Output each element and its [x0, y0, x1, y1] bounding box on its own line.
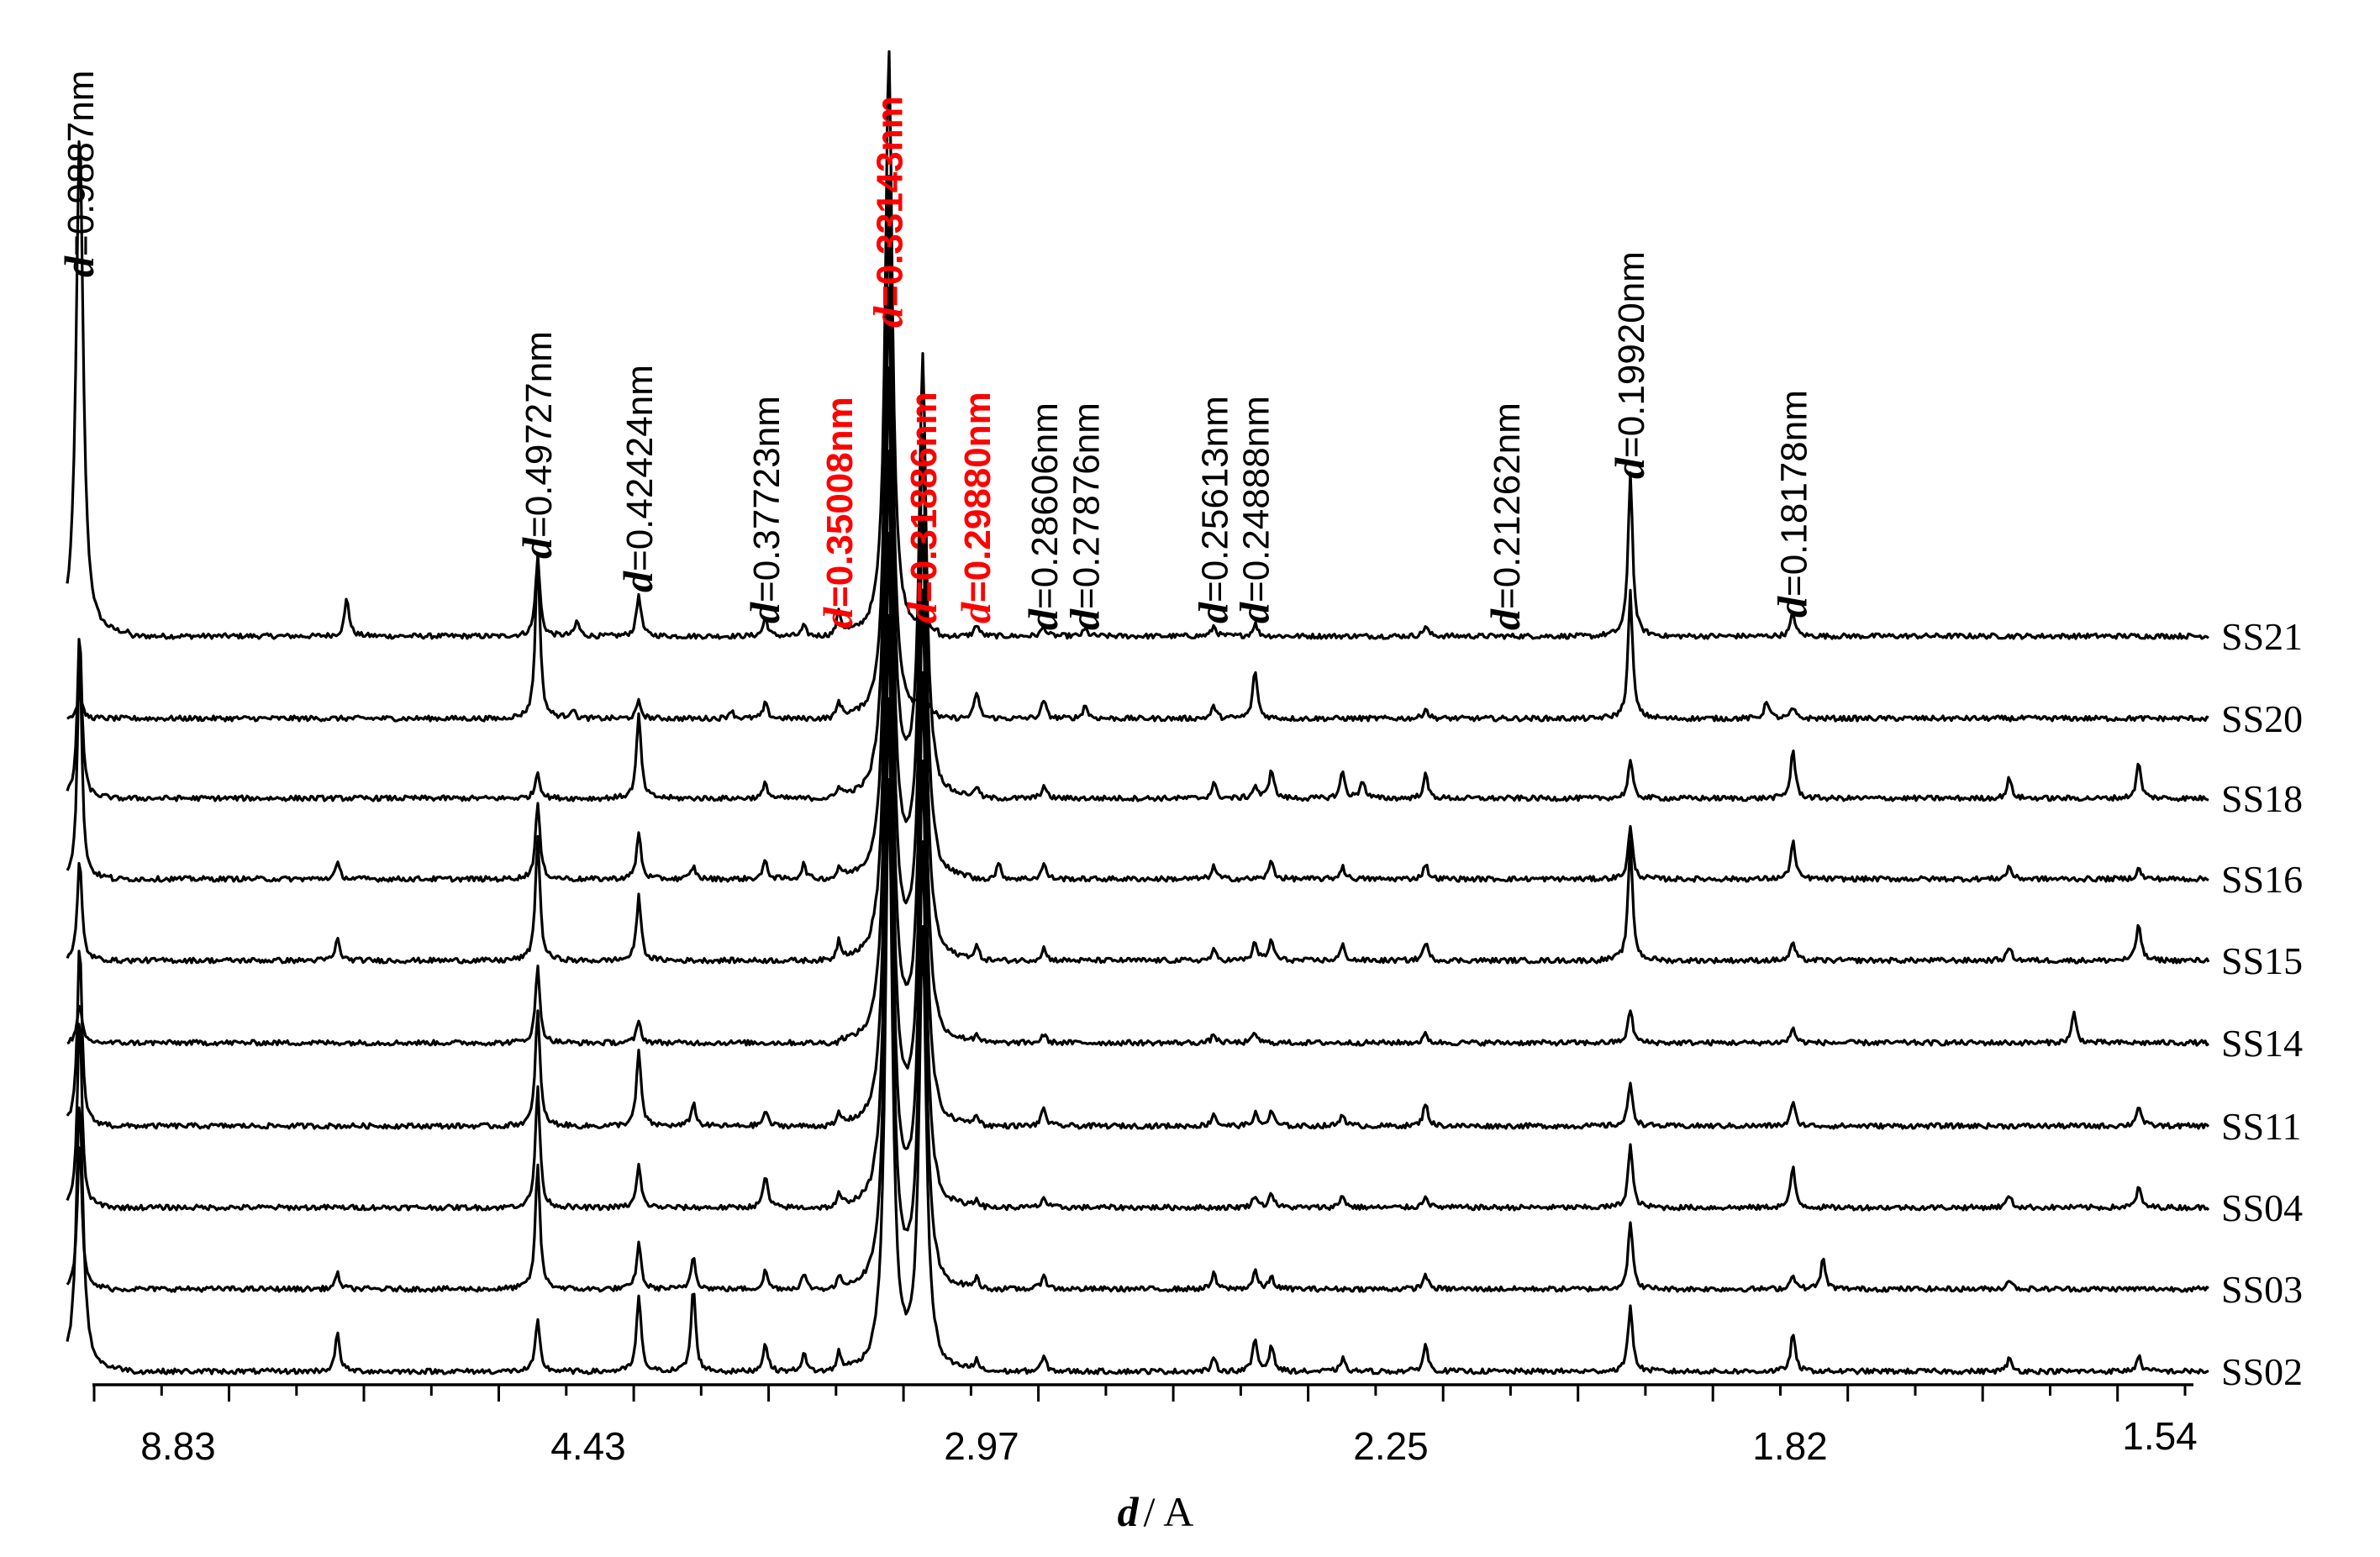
trace-ss11 — [66, 531, 2210, 1130]
x-ticks — [92, 1385, 2187, 1402]
sample-label-ss18: SS18 — [2221, 777, 2303, 820]
sample-label-ss11: SS11 — [2221, 1105, 2301, 1148]
x-tick-label-3: 2.25 — [1353, 1424, 1429, 1468]
peak-label-14: d=0.18178nm — [1769, 390, 1816, 618]
trace-ss15 — [66, 366, 2210, 965]
trace-ss16 — [66, 287, 2209, 883]
peak-label-4: d=0.35008nm — [814, 397, 861, 629]
trace-ss04 — [66, 613, 2210, 1212]
peak-label-8: d=0.28606nm — [1019, 402, 1066, 630]
x-tick-label-2: 2.97 — [944, 1424, 1019, 1468]
x-axis-label: d / A — [1118, 1488, 1194, 1535]
peak-label-10: d=0.25613nm — [1189, 396, 1236, 623]
trace-ss20 — [66, 175, 2209, 723]
trace-ss14 — [66, 450, 2210, 1047]
trace-group — [66, 50, 2210, 1376]
peak-label-3: d=0.37723nm — [741, 396, 788, 623]
trace-ss03 — [66, 697, 2209, 1293]
sample-label-ss20: SS20 — [2221, 697, 2303, 740]
peak-label-5: d=0.33143nm — [865, 96, 912, 328]
x-tick-label-5: 1.54 — [2122, 1414, 2198, 1458]
sample-label-ss21: SS21 — [2221, 615, 2303, 658]
peak-label-12: d=0.21262nm — [1482, 402, 1529, 630]
trace-ss02 — [66, 778, 2209, 1376]
sample-label-ss02: SS02 — [2221, 1350, 2303, 1393]
sample-label-ss04: SS04 — [2221, 1186, 2303, 1229]
peak-label-2: d=0.42424nm — [614, 365, 661, 592]
sample-label-ss14: SS14 — [2221, 1022, 2303, 1065]
sample-label-ss16: SS16 — [2221, 858, 2303, 901]
peak-label-11: d=0.24888nm — [1231, 396, 1278, 623]
sample-label-group: SS21 SS20 SS18 SS16 SS15 SS14 SS11 SS04 SS03 SS02 — [2221, 615, 2303, 1393]
peak-label-9: d=0.27876nm — [1061, 402, 1108, 630]
sample-label-ss15: SS15 — [2221, 939, 2303, 982]
trace-ss21 — [66, 50, 2209, 640]
peak-label-1: d=0.49727nm — [513, 331, 561, 559]
peak-label-13: d=0.19920nm — [1606, 251, 1653, 479]
x-axis: 8.83 4.43 2.97 2.25 1.82 1.54 — [92, 1383, 2198, 1468]
peak-label-0: d=0.9887nm — [55, 71, 103, 277]
x-tick-label-0: 8.83 — [140, 1424, 216, 1468]
trace-ss18 — [66, 203, 2209, 802]
sample-label-ss03: SS03 — [2221, 1268, 2303, 1311]
peak-label-group: d=0.9887nm d=0.49727nm d=0.42424nm d=0.3772… — [55, 71, 1816, 630]
peak-label-7: d=0.29880nm — [952, 392, 999, 623]
x-tick-labels: 8.83 4.43 2.97 2.25 1.82 1.54 — [140, 1414, 2198, 1468]
x-tick-label-4: 1.82 — [1752, 1424, 1828, 1468]
x-tick-label-1: 4.43 — [550, 1424, 626, 1468]
peak-label-6: d=0.31886nm — [898, 392, 945, 623]
